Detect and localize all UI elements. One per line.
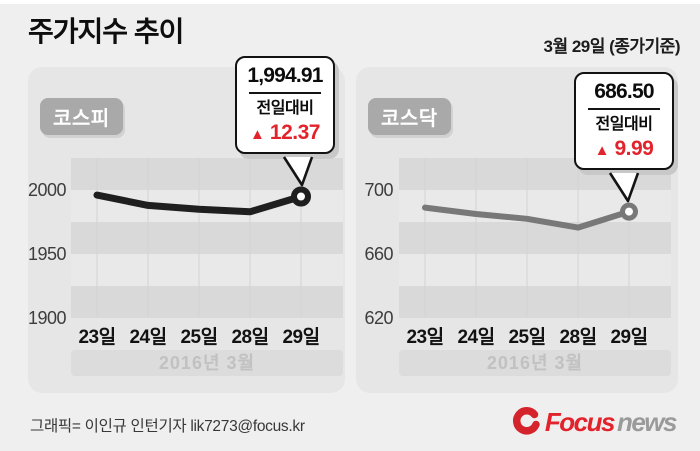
focusnews-logo: Focus news (511, 406, 678, 438)
kospi-ytick: 2000 (28, 180, 67, 200)
kospi-change-label: 전일대비 (256, 100, 314, 117)
callout-divider (588, 108, 660, 110)
kospi-xtick: 25일 (180, 327, 218, 348)
kosdaq-badge: 코스닥 (368, 98, 451, 135)
graphic-credit: 그래픽= 이인규 인턴기자 lik7273@focus.kr (30, 418, 305, 435)
kospi-xtick: 24일 (129, 327, 167, 348)
kosdaq-ytick: 660 (364, 244, 393, 264)
kospi-change-row: ▲ 12.37 (250, 121, 320, 145)
kospi-xtick: 28일 (231, 327, 269, 348)
kosdaq-close-value: 686.50 (594, 80, 654, 103)
kospi-ytick: 1900 (28, 308, 67, 328)
kosdaq-callout-tail (608, 172, 640, 203)
kospi-callout: 1,994.91 전일대비 ▲ 12.37 (235, 56, 335, 154)
kosdaq-change-label: 전일대비 (595, 116, 653, 133)
kospi-month-band: 2016년 3월 (71, 350, 343, 376)
logo-brand: Focus (544, 406, 616, 437)
kospi-line-chart (71, 158, 343, 318)
kosdaq-xtick: 29일 (610, 327, 648, 348)
kospi-ytick: 1950 (28, 244, 67, 264)
up-triangle-icon: ▲ (594, 142, 610, 159)
kosdaq-xtick: 28일 (559, 327, 597, 348)
kospi-xtick: 23일 (78, 327, 116, 348)
logo-swirl-icon (512, 407, 540, 435)
kospi-callout-tail (282, 156, 314, 187)
kospi-change-value: 12.37 (269, 121, 321, 144)
kosdaq-xtick: 24일 (457, 327, 495, 348)
kospi-badge: 코스피 (40, 98, 123, 135)
callout-divider (249, 92, 321, 94)
kosdaq-change-value: 9.99 (614, 137, 654, 160)
kospi-xtick: 29일 (282, 327, 320, 348)
kosdaq-month-band: 2016년 3월 (399, 350, 671, 376)
kosdaq-change-row: ▲ 9.99 (595, 137, 654, 161)
kosdaq-xtick: 23일 (406, 327, 444, 348)
up-triangle-icon: ▲ (250, 126, 265, 143)
top-white-strip (0, 0, 700, 4)
kosdaq-callout: 686.50 전일대비 ▲ 9.99 (574, 72, 674, 170)
date-note: 3월 29일 (종가기준) (543, 37, 681, 56)
kosdaq-ytick: 620 (364, 308, 393, 328)
logo-suffix: news (616, 406, 678, 437)
kospi-close-value: 1,994.91 (247, 64, 323, 87)
kosdaq-ytick: 700 (364, 180, 393, 200)
kosdaq-xtick: 25일 (508, 327, 546, 348)
page-title: 주가지수 추이 (28, 16, 184, 47)
